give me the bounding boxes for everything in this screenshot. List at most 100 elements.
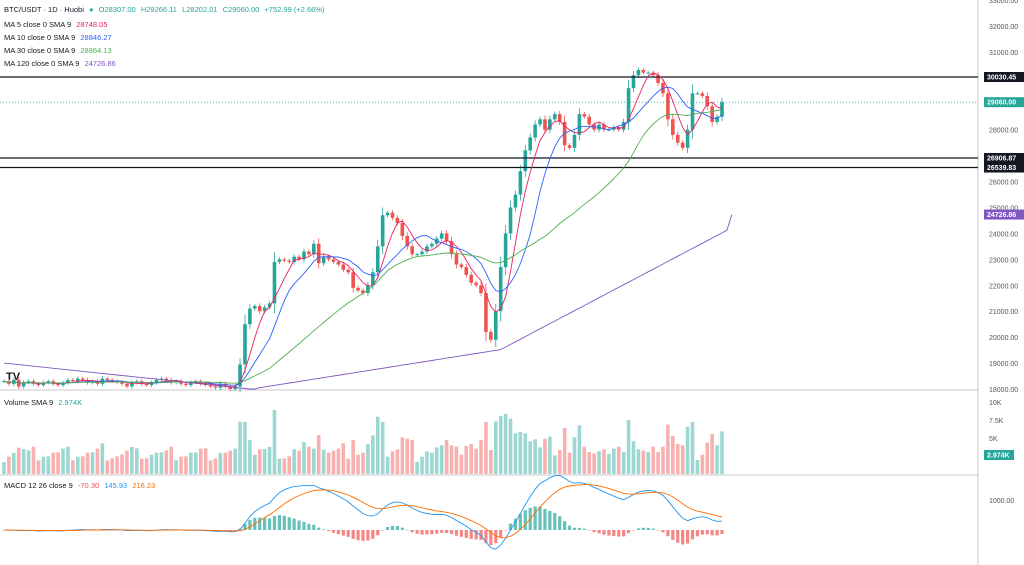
candle-body — [272, 261, 277, 304]
symbol-title[interactable]: BTC/USDT · 1D · Huobi — [4, 5, 84, 14]
ohlc-change: +752.99 (+2.66%) — [264, 5, 325, 14]
macd-histogram-bar — [322, 529, 326, 530]
ma10-legend[interactable]: MA 10 close 0 SMA 9 28846.27 — [4, 33, 115, 42]
volume-bar — [2, 462, 6, 474]
volume-bar — [287, 456, 292, 474]
volume-bar — [267, 447, 272, 474]
tradingview-logo[interactable]: TV — [6, 371, 21, 383]
volume-bar — [7, 456, 11, 474]
volume-bar — [302, 442, 306, 474]
macd-histogram-bar — [690, 530, 695, 540]
candle-body — [179, 381, 183, 384]
candle-body — [75, 378, 80, 382]
candle-body — [484, 293, 488, 332]
volume-bar — [612, 448, 616, 474]
volume-bar — [410, 440, 414, 474]
volume-bar — [523, 433, 528, 474]
candle-body — [125, 383, 129, 387]
volume-bar — [567, 452, 572, 474]
ma10-line — [3, 86, 723, 386]
candle-body — [464, 267, 469, 275]
candle-body — [257, 306, 262, 312]
candle-body — [567, 145, 572, 148]
candle-body — [715, 116, 719, 122]
volume-bar — [312, 448, 316, 474]
candle-body — [705, 95, 710, 107]
volume-bar — [277, 458, 282, 474]
volume-bar — [21, 449, 26, 474]
volume-bar — [169, 446, 174, 474]
candle-body — [410, 246, 414, 255]
candle-body — [680, 142, 685, 148]
volume-bar — [198, 448, 203, 474]
volume-legend[interactable]: Volume SMA 9 2.974K — [4, 398, 85, 407]
volume-bar — [16, 447, 21, 474]
macd-histogram-bar — [494, 530, 498, 544]
macd-histogram-bar — [272, 516, 277, 530]
ma-label: MA 10 close 0 SMA 9 — [4, 33, 76, 42]
candle-body — [238, 364, 242, 387]
macd-histogram-bar — [223, 530, 227, 531]
candle-body — [85, 379, 90, 383]
macd-tick-label: 1000.00 — [989, 498, 1014, 505]
volume-bar — [405, 438, 410, 474]
macd-histogram-bar — [410, 530, 414, 533]
volume-bar — [587, 452, 592, 474]
volume-bar — [41, 456, 46, 474]
macd-legend[interactable]: MACD 12 26 close 9 -70.30 145.93 216.23 — [4, 481, 158, 490]
price-tick-label: 19000.00 — [989, 361, 1018, 368]
volume-bar — [513, 433, 518, 474]
candle-body — [405, 235, 410, 247]
volume-bar — [528, 441, 533, 474]
ma30-legend[interactable]: MA 30 close 0 SMA 9 28864.13 — [4, 46, 115, 55]
volume-bar — [720, 431, 724, 474]
volume-bar — [454, 446, 459, 474]
volume-bar — [326, 452, 331, 474]
volume-bar — [341, 443, 346, 474]
candle-body — [371, 272, 375, 286]
macd-histogram-bar — [351, 530, 355, 539]
candle-body — [66, 379, 70, 383]
candle-body — [228, 386, 233, 389]
macd-histogram-bar — [582, 528, 586, 530]
candle-body — [351, 272, 355, 288]
volume-bar — [538, 447, 542, 474]
candle-body — [425, 246, 429, 252]
macd-histogram-bar — [336, 530, 341, 535]
ma120-legend[interactable]: MA 120 close 0 SMA 9 24726.86 — [4, 59, 119, 68]
ma5-legend[interactable]: MA 5 close 0 SMA 9 28748.05 — [4, 20, 111, 29]
macd-histogram-bar — [607, 530, 611, 536]
macd-histogram-bar — [233, 530, 237, 531]
macd-histogram-bar — [651, 528, 655, 530]
candle-body — [164, 378, 169, 380]
macd-label: MACD 12 26 close 9 — [4, 481, 73, 490]
macd-histogram-bar — [228, 530, 232, 531]
macd-histogram-bar — [459, 530, 463, 537]
macd-histogram-bar — [376, 530, 380, 536]
candle-body — [356, 287, 360, 291]
ma-label: MA 120 close 0 SMA 9 — [4, 59, 80, 68]
candle-body — [36, 383, 41, 386]
volume-bar — [228, 450, 233, 474]
candle-body — [543, 119, 547, 130]
candle-body — [430, 243, 434, 247]
candle-body — [307, 251, 311, 255]
macd-histogram-bar — [454, 530, 459, 536]
candle-body — [144, 383, 149, 386]
candle-body — [449, 241, 454, 255]
candle-body — [326, 256, 331, 260]
volume-bar — [85, 452, 90, 474]
macd-histogram-bar — [489, 530, 493, 546]
volume-last-text: 2.974K — [987, 453, 1010, 460]
price-label-text: 29060.00 — [987, 100, 1016, 107]
macd-histogram-bar — [513, 518, 518, 530]
macd-histogram-bar — [612, 530, 616, 537]
volume-bar — [493, 421, 498, 474]
volume-bar — [680, 445, 685, 474]
macd-histogram-bar — [558, 516, 562, 530]
volume-bar — [346, 458, 351, 474]
volume-bar — [592, 453, 596, 474]
price-label-text: 26539.83 — [987, 165, 1016, 172]
price-label-text: 24726.86 — [987, 212, 1016, 219]
